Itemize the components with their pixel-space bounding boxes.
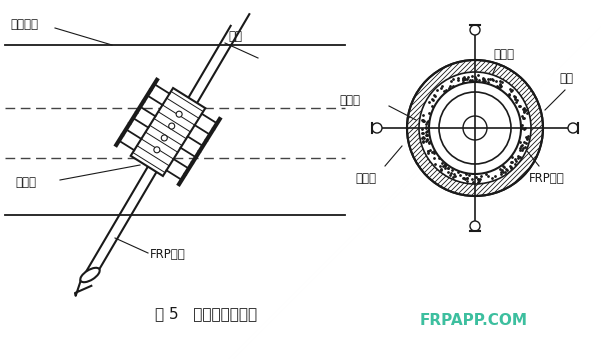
Text: FRPAPP.COM: FRPAPP.COM [420, 313, 528, 328]
Text: 啵充材: 啵充材 [493, 47, 514, 61]
Ellipse shape [81, 268, 100, 282]
Circle shape [372, 123, 382, 133]
Text: 混凝土板: 混凝土板 [10, 18, 38, 31]
Circle shape [161, 135, 167, 141]
Text: 焊钉: 焊钉 [228, 29, 242, 42]
Circle shape [470, 25, 480, 35]
Circle shape [568, 123, 578, 133]
Circle shape [407, 60, 543, 196]
Text: 钉套管: 钉套管 [15, 177, 36, 190]
Circle shape [439, 92, 511, 164]
Circle shape [463, 116, 487, 140]
Circle shape [470, 221, 480, 231]
Text: 图 5   膨胀连接的示例: 图 5 膨胀连接的示例 [155, 306, 257, 321]
Circle shape [419, 72, 531, 184]
Circle shape [429, 82, 521, 174]
Text: 钉套管: 钉套管 [355, 172, 376, 185]
Circle shape [169, 123, 175, 129]
Text: 膨胀剂: 膨胀剂 [339, 93, 360, 107]
Text: FRP管材: FRP管材 [150, 248, 186, 261]
Text: FRP管材: FRP管材 [529, 172, 565, 185]
Circle shape [176, 111, 182, 117]
Polygon shape [130, 88, 206, 176]
Text: 焊钉: 焊钉 [559, 71, 573, 84]
Circle shape [154, 147, 160, 153]
